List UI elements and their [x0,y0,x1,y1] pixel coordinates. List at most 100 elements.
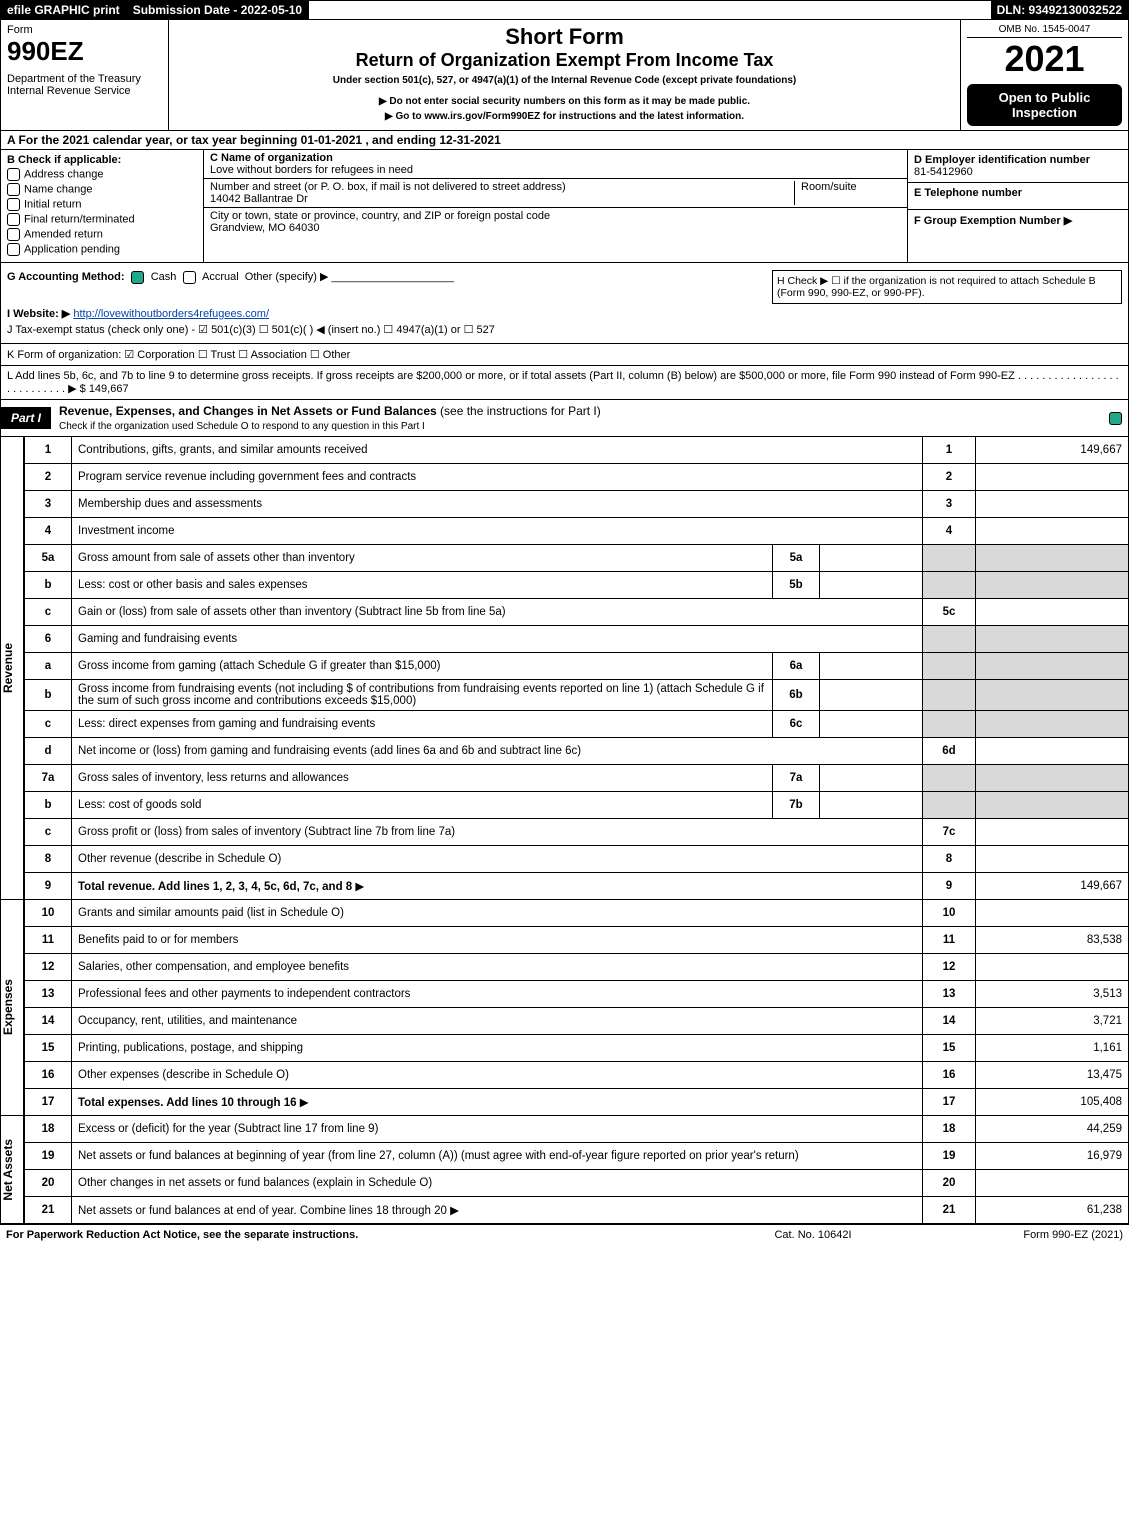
line-7c-num: c [25,819,72,846]
cb-application-pending[interactable]: Application pending [7,243,197,256]
efile-print-button[interactable]: efile GRAPHIC print [1,1,127,19]
line-10-ln: 10 [923,900,976,927]
line-6b-ln-shade [923,680,976,711]
line-6c-num: c [25,711,72,738]
line-12-desc: Salaries, other compensation, and employ… [72,954,923,981]
part-1-header: Part I Revenue, Expenses, and Changes in… [0,400,1129,437]
box-h: H Check ▶ ☐ if the organization is not r… [772,270,1122,304]
cb-initial-return[interactable]: Initial return [7,198,197,211]
line-15-value: 1,161 [976,1035,1129,1062]
cb-address-change-label: Address change [24,168,104,180]
line-6a-sub: 6a [773,653,820,680]
line-19-num: 19 [25,1143,72,1170]
line-7b-desc: Less: cost of goods sold [72,792,773,819]
line-7c-desc: Gross profit or (loss) from sales of inv… [72,819,923,846]
street-label: Number and street (or P. O. box, if mail… [210,181,566,193]
cb-schedule-o-part1[interactable] [1109,412,1122,425]
side-label-expenses: Expenses [1,900,24,1116]
line-7b-subval [820,792,923,819]
street-value: 14042 Ballantrae Dr [210,193,308,205]
line-1-value: 149,667 [976,437,1129,464]
line-6a-val-shade [976,653,1129,680]
cb-initial-return-label: Initial return [24,198,81,210]
line-5c-num: c [25,599,72,626]
expenses-table: 10Grants and similar amounts paid (list … [24,900,1129,1116]
website-link[interactable]: http://lovewithoutborders4refugees.com/ [73,308,269,320]
line-1-ln: 1 [923,437,976,464]
line-6b-sub: 6b [773,680,820,711]
part-1-check-line: Check if the organization used Schedule … [59,421,425,432]
city-value: Grandview, MO 64030 [210,222,319,234]
cb-address-change[interactable]: Address change [7,168,197,181]
org-name-label: C Name of organization [210,152,333,164]
net-assets-section: Net Assets 18Excess or (deficit) for the… [0,1116,1129,1224]
cb-accrual[interactable] [183,271,196,284]
cb-name-change[interactable]: Name change [7,183,197,196]
line-8-ln: 8 [923,846,976,873]
page-footer: For Paperwork Reduction Act Notice, see … [0,1224,1129,1245]
line-20-desc: Other changes in net assets or fund bala… [72,1170,923,1197]
header-right: OMB No. 1545-0047 2021 Open to Public In… [960,20,1128,130]
cb-application-pending-label: Application pending [24,243,120,255]
cb-cash[interactable] [131,271,144,284]
line-6c-ln-shade [923,711,976,738]
line-1-desc: Contributions, gifts, grants, and simila… [72,437,923,464]
line-7a-desc: Gross sales of inventory, less returns a… [72,765,773,792]
line-5a-ln-shade [923,545,976,572]
line-5c-ln: 5c [923,599,976,626]
line-18-num: 18 [25,1116,72,1143]
line-19-desc: Net assets or fund balances at beginning… [72,1143,923,1170]
line-4-ln: 4 [923,518,976,545]
line-18-desc: Excess or (deficit) for the year (Subtra… [72,1116,923,1143]
line-4-desc: Investment income [72,518,923,545]
line-12-ln: 12 [923,954,976,981]
line-5b-num: b [25,572,72,599]
part-1-title: Revenue, Expenses, and Changes in Net As… [59,404,437,418]
line-6b-desc: Gross income from fundraising events (no… [72,680,773,711]
line-2-ln: 2 [923,464,976,491]
line-3-desc: Membership dues and assessments [72,491,923,518]
cb-amended-return[interactable]: Amended return [7,228,197,241]
line-5a-desc: Gross amount from sale of assets other t… [72,545,773,572]
line-4-num: 4 [25,518,72,545]
group-exemption-label: F Group Exemption Number ▶ [914,215,1072,227]
line-14-ln: 14 [923,1008,976,1035]
line-1-num: 1 [25,437,72,464]
line-5b-sub: 5b [773,572,820,599]
goto-link[interactable]: ▶ Go to www.irs.gov/Form990EZ for instru… [175,111,954,122]
cb-final-return[interactable]: Final return/terminated [7,213,197,226]
line-5c-desc: Gain or (loss) from sale of assets other… [72,599,923,626]
side-label-net-assets: Net Assets [1,1116,24,1224]
line-4-value [976,518,1129,545]
meta-block: G Accounting Method: Cash Accrual Other … [0,263,1129,344]
city-label: City or town, state or province, country… [210,210,550,222]
line-17-value: 105,408 [976,1089,1129,1116]
line-7a-sub: 7a [773,765,820,792]
net-assets-table: 18Excess or (deficit) for the year (Subt… [24,1116,1129,1224]
line-19-ln: 19 [923,1143,976,1170]
line-18-value: 44,259 [976,1116,1129,1143]
accounting-method-label: G Accounting Method: [7,271,125,283]
cash-label: Cash [151,271,177,283]
cb-name-change-label: Name change [24,183,93,195]
part-1-title-note: (see the instructions for Part I) [440,404,601,418]
line-7a-subval [820,765,923,792]
form-of-org: K Form of organization: ☑ Corporation ☐ … [0,344,1129,366]
line-6a-subval [820,653,923,680]
line-3-ln: 3 [923,491,976,518]
line-18-ln: 18 [923,1116,976,1143]
line-12-value [976,954,1129,981]
cb-amended-return-label: Amended return [24,228,103,240]
line-l-gross-receipts: L Add lines 5b, 6c, and 7b to line 9 to … [0,366,1129,400]
box-c: C Name of organization Love without bord… [204,150,907,262]
line-16-num: 16 [25,1062,72,1089]
line-10-desc: Grants and similar amounts paid (list in… [72,900,923,927]
line-7c-ln: 7c [923,819,976,846]
line-6c-desc: Less: direct expenses from gaming and fu… [72,711,773,738]
line-6a-num: a [25,653,72,680]
line-13-ln: 13 [923,981,976,1008]
line-15-ln: 15 [923,1035,976,1062]
line-11-ln: 11 [923,927,976,954]
line-6c-val-shade [976,711,1129,738]
room-label: Room/suite [801,181,857,193]
